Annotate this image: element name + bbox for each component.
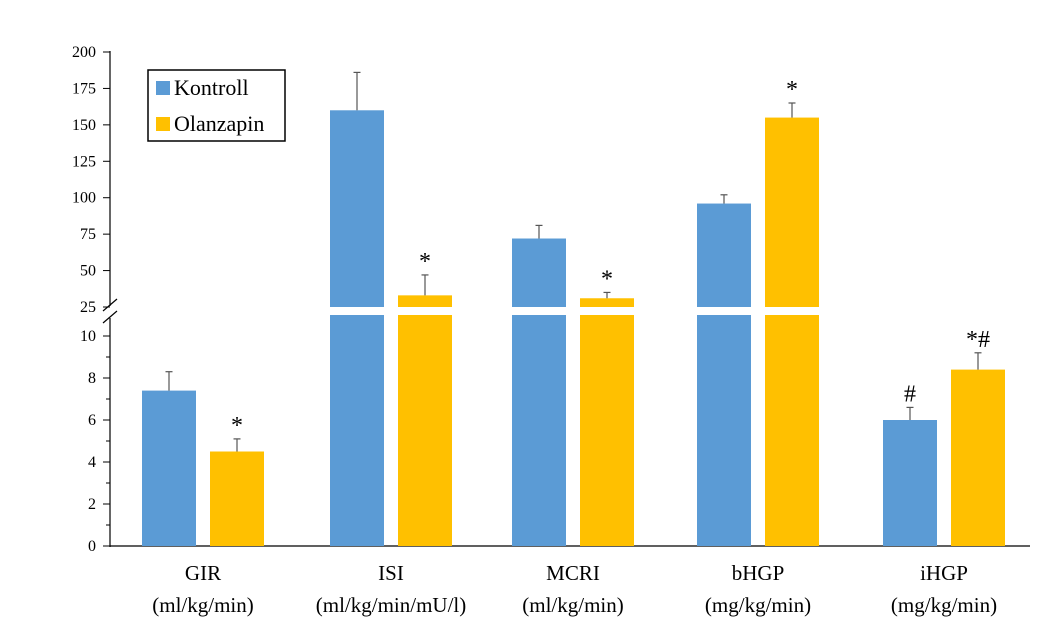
bar-bhgp-olanzapin-lower-segment <box>765 315 819 546</box>
legend-swatch-kontroll <box>156 81 170 95</box>
legend-label-kontroll: Kontroll <box>174 75 249 100</box>
bar-mcri-kontroll <box>512 238 566 307</box>
y-tick-label: 0 <box>88 538 96 555</box>
y-tick-label: 125 <box>72 153 96 170</box>
legend-label-olanzapin: Olanzapin <box>174 111 264 136</box>
bar-ihgp-olanzapin <box>951 369 1005 546</box>
x-category-unit: (ml/kg/min/mU/l) <box>316 593 467 617</box>
bar-gir-kontroll <box>142 390 196 546</box>
bar-mcri-olanzapin-lower-segment <box>580 315 634 546</box>
bar-isi-olanzapin-lower-segment <box>398 315 452 546</box>
significance-label-gir-olanzapin: * <box>231 413 243 439</box>
x-category-unit: (mg/kg/min) <box>891 593 997 617</box>
x-category-label: bHGP <box>732 561 785 585</box>
axis-break-mark <box>102 310 118 324</box>
bar-isi-olanzapin <box>398 295 452 307</box>
y-tick-label: 75 <box>80 226 96 243</box>
bar-isi-kontroll-lower-segment <box>330 315 384 546</box>
x-category-unit: (mg/kg/min) <box>705 593 811 617</box>
x-category-label: ISI <box>378 561 404 585</box>
y-tick-label: 2 <box>88 496 96 513</box>
y-tick-label: 4 <box>88 454 96 471</box>
y-tick-label: 8 <box>88 370 96 387</box>
y-tick-label: 6 <box>88 412 96 429</box>
significance-label-ihgp-kontroll: # <box>904 381 916 407</box>
labels-layer: 25 50 75 100 125 150 175 200 0 2 4 6 8 10 * GIR (ml/kg/m… <box>72 44 997 617</box>
axis-break-mark <box>102 298 118 312</box>
bar-isi-kontroll <box>330 110 384 308</box>
significance-label-isi-olanzapin: * <box>419 249 431 275</box>
bar-mcri-olanzapin <box>580 298 634 307</box>
x-category-label: iHGP <box>920 561 968 585</box>
x-category-label: GIR <box>185 561 221 585</box>
x-category-unit: (ml/kg/min) <box>522 593 624 617</box>
y-tick-label: 25 <box>80 299 96 316</box>
bar-bhgp-kontroll-lower-segment <box>697 315 751 546</box>
y-tick-label: 10 <box>80 328 96 345</box>
legend-swatch-olanzapin <box>156 117 170 131</box>
y-tick-label: 100 <box>72 190 96 207</box>
y-tick-label: 175 <box>72 80 96 97</box>
y-tick-label: 150 <box>72 117 96 134</box>
x-category-label: MCRI <box>546 561 600 585</box>
bars-layer <box>142 71 1005 546</box>
legend: Kontroll Olanzapin <box>147 69 286 142</box>
bar-bhgp-kontroll <box>697 203 751 307</box>
y-tick-label: 50 <box>80 263 96 280</box>
bar-gir-olanzapin <box>210 451 264 546</box>
significance-label-ihgp-olanzapin: *# <box>966 327 990 353</box>
significance-label-bhgp-olanzapin: * <box>786 77 798 103</box>
y-tick-label: 200 <box>72 44 96 61</box>
bar-mcri-kontroll-lower-segment <box>512 315 566 546</box>
legend-box <box>147 69 286 142</box>
bar-bhgp-olanzapin <box>765 117 819 307</box>
bar-ihgp-kontroll <box>883 420 937 546</box>
x-category-unit: (ml/kg/min) <box>152 593 254 617</box>
significance-label-mcri-olanzapin: * <box>601 266 613 292</box>
